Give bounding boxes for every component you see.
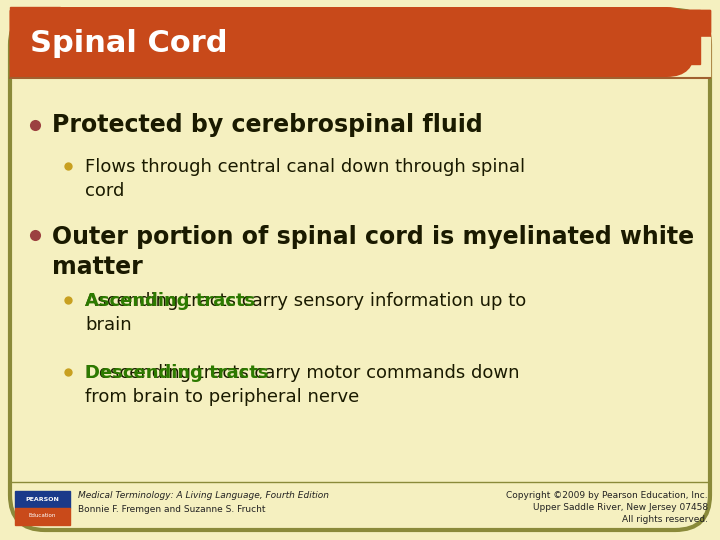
- Text: Bonnie F. Fremgen and Suzanne S. Frucht: Bonnie F. Fremgen and Suzanne S. Frucht: [78, 505, 266, 515]
- FancyBboxPatch shape: [10, 10, 710, 77]
- Text: Upper Saddle River, New Jersey 07458: Upper Saddle River, New Jersey 07458: [533, 503, 708, 511]
- Text: Ascending tracts carry sensory information up to
brain: Ascending tracts carry sensory informati…: [85, 292, 526, 334]
- Text: All rights reserved.: All rights reserved.: [622, 515, 708, 523]
- Text: Ascending tracts: Ascending tracts: [85, 292, 255, 310]
- FancyBboxPatch shape: [10, 7, 695, 77]
- Text: Descending tracts: Descending tracts: [85, 364, 269, 382]
- Bar: [10, 10, 710, 32]
- Text: Descending tracts carry motor commands down
from brain to peripheral nerve: Descending tracts carry motor commands d…: [85, 364, 520, 406]
- Bar: [10, 7, 60, 77]
- Text: Copyright ©2009 by Pearson Education, Inc.: Copyright ©2009 by Pearson Education, In…: [506, 490, 708, 500]
- Text: Outer portion of spinal cord is myelinated white
matter: Outer portion of spinal cord is myelinat…: [52, 225, 694, 279]
- Bar: [15, 508, 70, 525]
- Text: PEARSON: PEARSON: [26, 497, 60, 502]
- Text: Spinal Cord: Spinal Cord: [30, 29, 228, 57]
- Bar: [10, 10, 710, 77]
- Bar: [15, 491, 70, 508]
- Text: Education: Education: [29, 513, 56, 518]
- Text: Flows through central canal down through spinal
cord: Flows through central canal down through…: [85, 158, 525, 200]
- Bar: [10, 37, 710, 77]
- FancyBboxPatch shape: [10, 10, 710, 530]
- Text: Protected by cerebrospinal fluid: Protected by cerebrospinal fluid: [52, 113, 482, 137]
- Bar: [10, 10, 700, 64]
- Text: Medical Terminology: A Living Language, Fourth Edition: Medical Terminology: A Living Language, …: [78, 490, 329, 500]
- Bar: [600, 37, 710, 77]
